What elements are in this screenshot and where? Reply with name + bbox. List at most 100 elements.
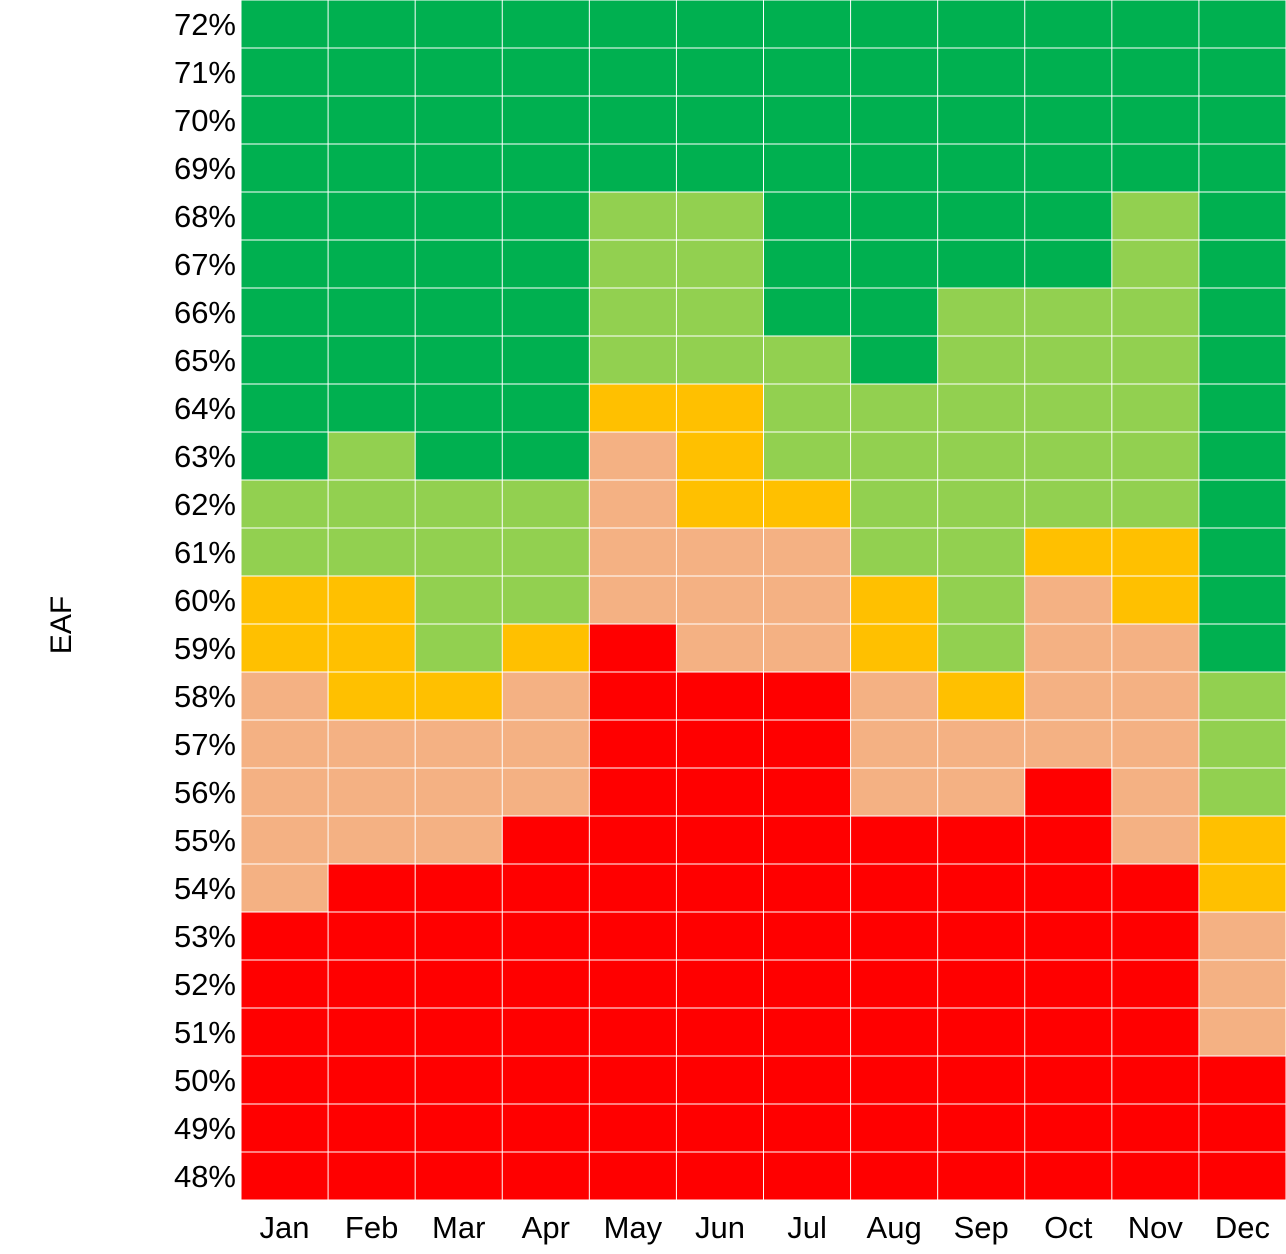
x-tick-label: Apr <box>522 1210 570 1245</box>
heatmap-cell-apr-50pct <box>502 1056 590 1105</box>
heatmap-cell-sep-56pct <box>937 768 1026 817</box>
heatmap-cell-jan-51pct <box>241 1008 329 1057</box>
heatmap-cell-jul-72pct <box>763 0 852 49</box>
heatmap-cell-mar-52pct <box>415 960 503 1009</box>
heatmap-cell-sep-52pct <box>937 960 1026 1009</box>
heatmap-cell-mar-71pct <box>415 48 503 97</box>
x-tick-label: Jun <box>695 1210 745 1245</box>
heatmap-cell-feb-61pct <box>328 528 416 577</box>
heatmap-cell-mar-69pct <box>415 144 503 193</box>
x-tick-label: Feb <box>345 1210 398 1245</box>
heatmap-cell-mar-54pct <box>415 864 503 913</box>
heatmap-cell-mar-70pct <box>415 96 503 145</box>
heatmap-cell-jul-49pct <box>763 1104 852 1153</box>
heatmap-cell-aug-68pct <box>850 192 939 241</box>
heatmap-cell-mar-61pct <box>415 528 503 577</box>
heatmap-cell-jan-48pct <box>241 1152 329 1201</box>
heatmap-cell-sep-60pct <box>937 576 1026 625</box>
heatmap-cell-dec-69pct <box>1198 144 1286 193</box>
heatmap-cell-may-62pct <box>589 480 677 529</box>
heatmap-cell-dec-53pct <box>1198 912 1286 961</box>
heatmap-cell-jun-55pct <box>676 816 764 865</box>
heatmap-cell-may-49pct <box>589 1104 677 1153</box>
heatmap-cell-nov-59pct <box>1111 624 1200 673</box>
heatmap-cell-mar-67pct <box>415 240 503 289</box>
heatmap-cell-jan-65pct <box>241 336 329 385</box>
heatmap-cell-jul-50pct <box>763 1056 852 1105</box>
heatmap-cell-oct-62pct <box>1024 480 1113 529</box>
y-tick-label: 72% <box>174 7 236 42</box>
heatmap-cell-sep-65pct <box>937 336 1026 385</box>
heatmap-cell-dec-60pct <box>1198 576 1286 625</box>
heatmap-cell-sep-64pct <box>937 384 1026 433</box>
heatmap-cell-mar-63pct <box>415 432 503 481</box>
heatmap-cell-nov-49pct <box>1111 1104 1200 1153</box>
heatmap-cell-aug-63pct <box>850 432 939 481</box>
heatmap-cell-dec-64pct <box>1198 384 1286 433</box>
x-tick-label: Sep <box>954 1210 1009 1245</box>
heatmap-cell-feb-53pct <box>328 912 416 961</box>
heatmap-cell-mar-48pct <box>415 1152 503 1201</box>
heatmap-cell-feb-55pct <box>328 816 416 865</box>
heatmap-cell-may-67pct <box>589 240 677 289</box>
heatmap-cell-may-48pct <box>589 1152 677 1201</box>
heatmap-cell-mar-62pct <box>415 480 503 529</box>
heatmap-cell-dec-51pct <box>1198 1008 1286 1057</box>
heatmap-cell-feb-69pct <box>328 144 416 193</box>
y-tick-label: 64% <box>174 391 236 426</box>
y-tick-label: 65% <box>174 343 236 378</box>
heatmap-cell-nov-51pct <box>1111 1008 1200 1057</box>
heatmap-cell-mar-64pct <box>415 384 503 433</box>
heatmap-cell-feb-62pct <box>328 480 416 529</box>
gridlines-layer <box>240 0 1286 1201</box>
heatmap-cell-sep-67pct <box>937 240 1026 289</box>
heatmap-cell-sep-71pct <box>937 48 1026 97</box>
heatmap-cell-jan-59pct <box>241 624 329 673</box>
y-tick-label: 54% <box>174 871 236 906</box>
heatmap-cell-aug-66pct <box>850 288 939 337</box>
heatmap-cell-sep-66pct <box>937 288 1026 337</box>
heatmap-cell-dec-70pct <box>1198 96 1286 145</box>
heatmap-cell-jan-67pct <box>241 240 329 289</box>
heatmap-cell-nov-71pct <box>1111 48 1200 97</box>
heatmap-cell-nov-55pct <box>1111 816 1200 865</box>
heatmap-cell-jun-57pct <box>676 720 764 769</box>
heatmap-cell-jun-61pct <box>676 528 764 577</box>
heatmap-cell-jul-65pct <box>763 336 852 385</box>
heatmap-cell-dec-49pct <box>1198 1104 1286 1153</box>
y-tick-label: 52% <box>174 967 236 1002</box>
heatmap-cell-sep-61pct <box>937 528 1026 577</box>
heatmap-cell-apr-53pct <box>502 912 590 961</box>
heatmap-cell-feb-52pct <box>328 960 416 1009</box>
y-tick-label: 55% <box>174 823 236 858</box>
heatmap-cell-jun-48pct <box>676 1152 764 1201</box>
heatmap-cell-jul-66pct <box>763 288 852 337</box>
heatmap-cell-oct-69pct <box>1024 144 1113 193</box>
heatmap-cell-jan-62pct <box>241 480 329 529</box>
heatmap-cell-jul-54pct <box>763 864 852 913</box>
y-tick-labels: 72% 71% 70% 69% 68% 67% 66% 65% 64% 63% 62% 61% 60% 5… <box>174 7 236 1194</box>
heatmap-cell-jun-54pct <box>676 864 764 913</box>
heatmap-cell-may-66pct <box>589 288 677 337</box>
heatmap-cell-oct-53pct <box>1024 912 1113 961</box>
heatmap-cell-apr-64pct <box>502 384 590 433</box>
heatmap-cell-jan-68pct <box>241 192 329 241</box>
heatmap-cell-jan-54pct <box>241 864 329 913</box>
heatmap-cell-sep-49pct <box>937 1104 1026 1153</box>
heatmap-cell-aug-49pct <box>850 1104 939 1153</box>
heatmap-cell-jul-55pct <box>763 816 852 865</box>
heatmap-cell-jun-49pct <box>676 1104 764 1153</box>
heatmap-cell-jul-68pct <box>763 192 852 241</box>
heatmap-cell-nov-52pct <box>1111 960 1200 1009</box>
heatmap-cell-sep-57pct <box>937 720 1026 769</box>
heatmap-cell-apr-71pct <box>502 48 590 97</box>
y-tick-label: 50% <box>174 1063 236 1098</box>
heatmap-cell-jul-60pct <box>763 576 852 625</box>
heatmap-cell-oct-52pct <box>1024 960 1113 1009</box>
heatmap-cell-jul-57pct <box>763 720 852 769</box>
heatmap-cell-jan-61pct <box>241 528 329 577</box>
heatmap-cell-nov-64pct <box>1111 384 1200 433</box>
heatmap-cell-dec-55pct <box>1198 816 1286 865</box>
heatmap-cell-jun-53pct <box>676 912 764 961</box>
